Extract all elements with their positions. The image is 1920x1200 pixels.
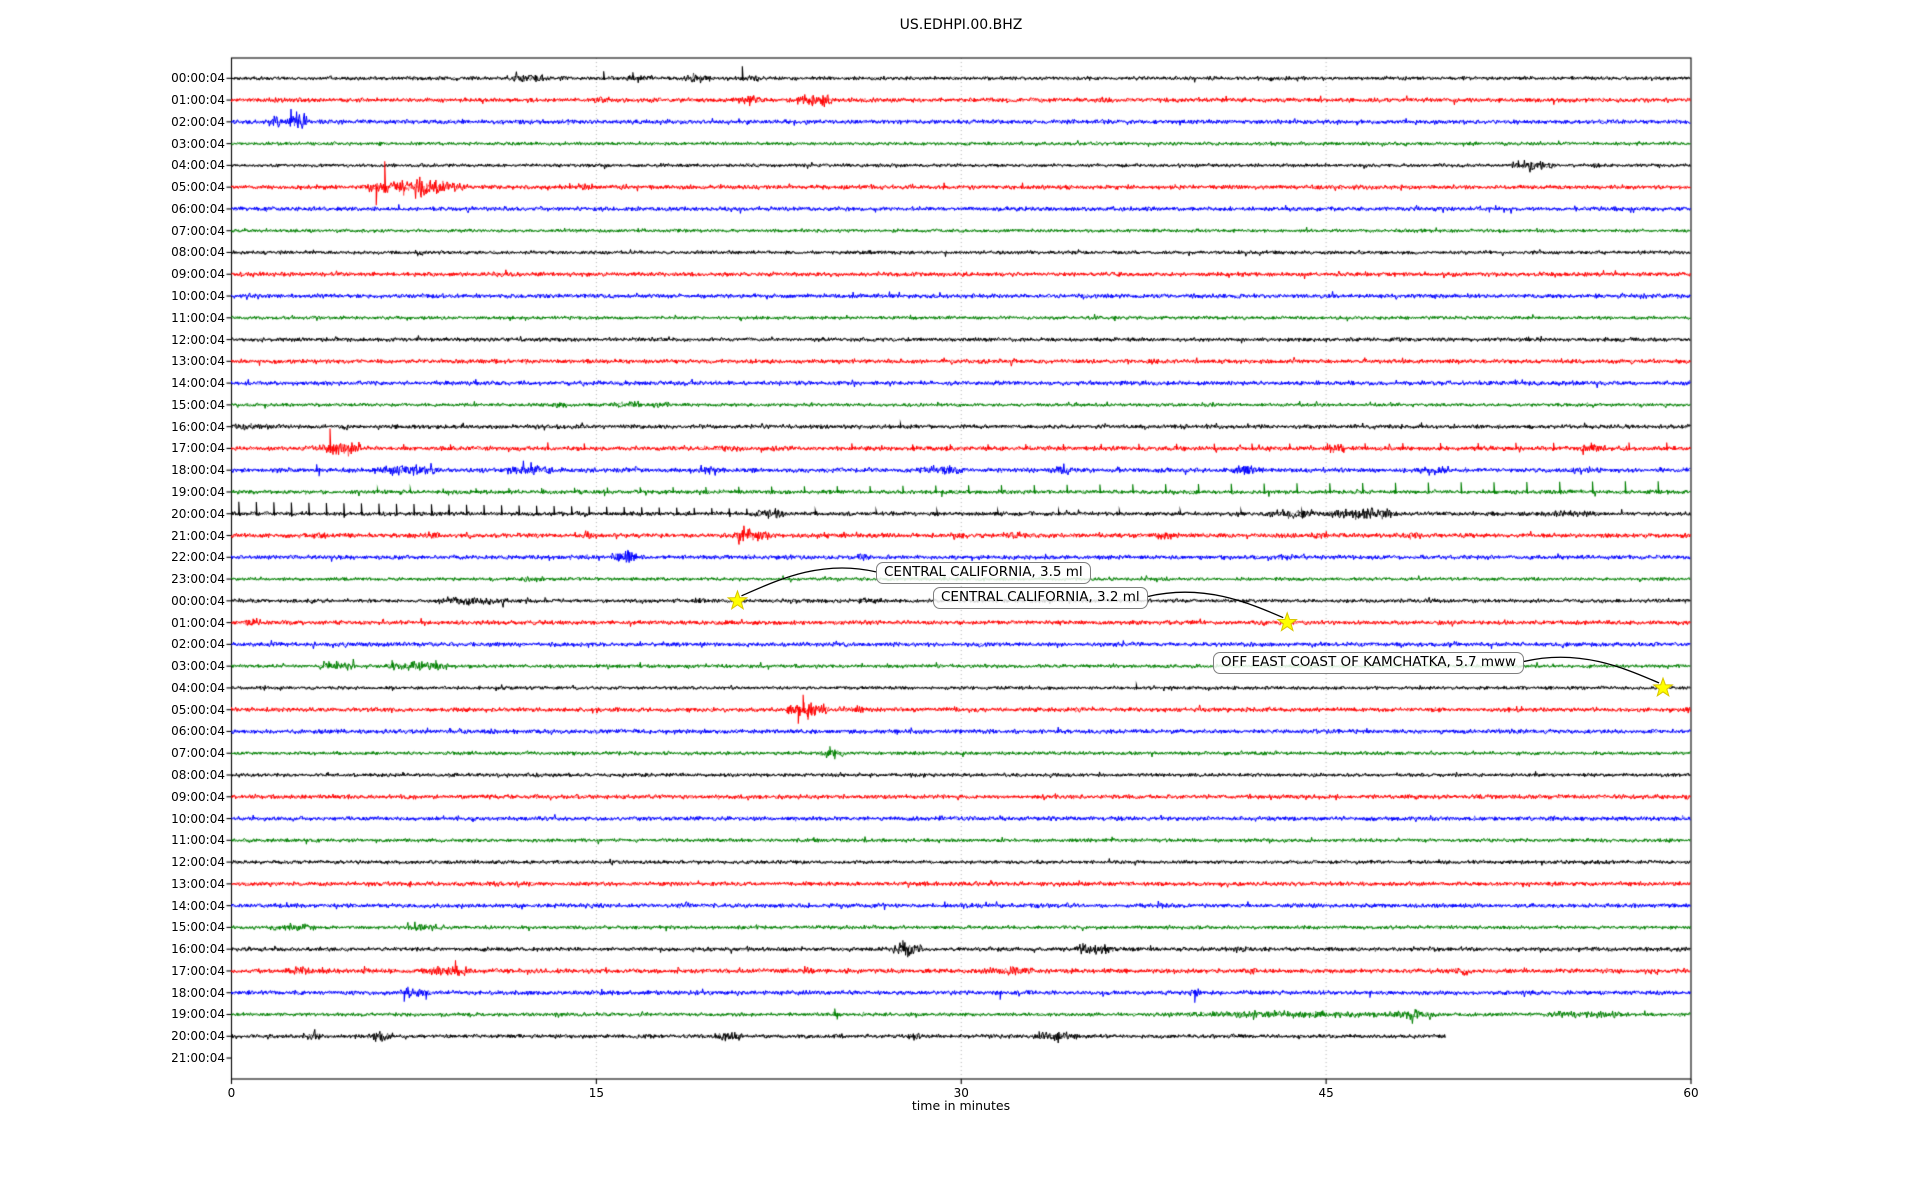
y-tick-label: 20:00:04 [171,1029,225,1044]
y-tick-label: 16:00:04 [171,942,225,957]
y-tick-label: 10:00:04 [171,289,225,304]
y-tick-label: 12:00:04 [171,332,225,347]
y-tick-label: 21:00:04 [171,528,225,543]
y-tick-label: 18:00:04 [171,985,225,1000]
x-axis-label: time in minutes [911,1098,1011,1113]
y-tick-label: 22:00:04 [171,550,225,565]
y-tick-label: 11:00:04 [171,833,225,848]
y-tick-label: 15:00:04 [171,920,225,935]
y-tick-label: 09:00:04 [171,267,225,282]
y-tick-label: 03:00:04 [171,136,225,151]
event-annotation-box-2: CENTRAL CALIFORNIA, 3.2 ml [933,587,1148,609]
y-tick-label: 08:00:04 [171,245,225,260]
y-tick-label: 04:00:04 [171,158,225,173]
y-tick-label: 11:00:04 [171,310,225,325]
y-tick-label: 13:00:04 [171,876,225,891]
event-annotation-text-1: CENTRAL CALIFORNIA, 3.5 ml [884,564,1083,580]
y-tick-label: 03:00:04 [171,659,225,674]
y-tick-label: 01:00:04 [171,615,225,630]
y-tick-label: 05:00:04 [171,180,225,195]
y-tick-label: 02:00:04 [171,114,225,129]
y-tick-label: 05:00:04 [171,702,225,717]
event-annotation-box-1: CENTRAL CALIFORNIA, 3.5 ml [876,562,1091,584]
x-tick-label: 15 [588,1086,605,1100]
y-tick-label: 20:00:04 [171,506,225,521]
y-tick-label: 17:00:04 [171,441,225,456]
y-tick-label: 09:00:04 [171,789,225,804]
y-tick-label: 14:00:04 [171,898,225,913]
y-tick-label: 19:00:04 [171,484,225,499]
y-tick-label: 00:00:04 [171,593,225,608]
y-tick-label: 08:00:04 [171,768,225,782]
y-tick-label: 17:00:04 [171,963,225,978]
y-tick-label: 13:00:04 [171,354,225,369]
event-annotation-box-3: OFF EAST COAST OF KAMCHATKA, 5.7 mww [1213,652,1525,674]
y-tick-label: 16:00:04 [171,419,225,434]
y-tick-label: 19:00:04 [171,1007,225,1022]
event-annotation-text-3: OFF EAST COAST OF KAMCHATKA, 5.7 mww [1221,654,1517,670]
x-tick-label: 30 [953,1086,969,1100]
y-tick-label: 07:00:04 [171,223,225,238]
event-annotation-text-2: CENTRAL CALIFORNIA, 3.2 ml [941,589,1140,605]
y-tick-label: 18:00:04 [171,463,225,478]
y-tick-label: 15:00:04 [171,397,225,412]
y-tick-label: 14:00:04 [171,376,225,391]
y-tick-label: 01:00:04 [171,93,225,108]
y-tick-label: 21:00:04 [171,1051,225,1066]
y-tick-label: 02:00:04 [171,637,225,652]
y-tick-label: 00:00:04 [171,71,225,86]
y-tick-label: 06:00:04 [171,201,225,216]
y-tick-label: 12:00:04 [171,855,225,870]
y-tick-label: 04:00:04 [171,680,225,695]
y-tick-label: 07:00:04 [171,746,225,761]
y-tick-label: 10:00:04 [171,811,225,826]
y-tick-label: 23:00:04 [171,572,225,587]
x-tick-label: 45 [1318,1086,1334,1100]
y-tick-label: 06:00:04 [171,724,225,739]
chart-title: US.EDHPI.00.BHZ [899,17,1023,33]
x-tick-label: 60 [1683,1086,1699,1100]
x-tick-label: 0 [227,1086,236,1100]
